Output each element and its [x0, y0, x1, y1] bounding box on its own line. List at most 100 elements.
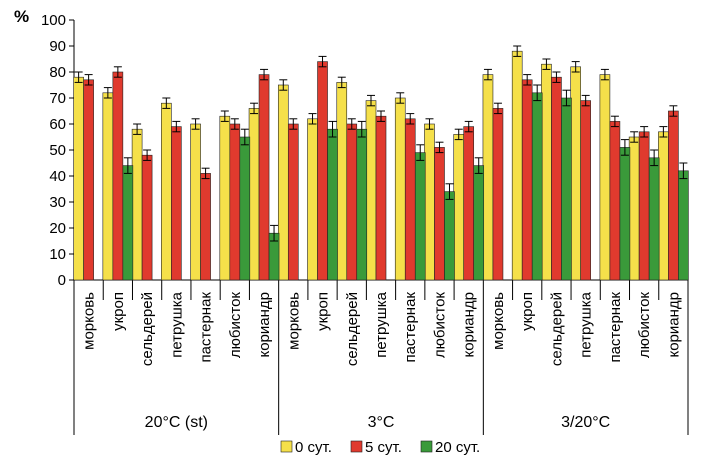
error-bar	[250, 102, 259, 115]
category-label: кориандр	[256, 292, 273, 358]
bar-1-1-6	[219, 115, 231, 281]
bar-3-3-3	[561, 97, 572, 281]
error-bar	[133, 123, 142, 135]
y-tick-label: 0	[58, 272, 66, 289]
legend-swatch	[280, 440, 293, 453]
error-bar	[74, 71, 83, 83]
bar-1-1-7	[248, 108, 260, 281]
bar-3-2-7	[473, 165, 485, 281]
bar-2-3-4	[580, 100, 591, 281]
bar-1-3-3	[541, 63, 552, 281]
category-label: любисток	[227, 292, 244, 359]
error-bar	[377, 110, 385, 122]
group-label: 3°C	[368, 414, 395, 431]
error-bar	[416, 144, 425, 161]
y-tick-label: 40	[49, 168, 66, 185]
bar-3-3-2	[531, 92, 543, 281]
category-label: петрушка	[578, 291, 595, 357]
error-bar	[542, 58, 551, 70]
bar-2-1-7	[258, 74, 270, 281]
legend-label: 0 сут.	[295, 439, 332, 456]
bars	[73, 50, 689, 281]
error-bar	[659, 126, 668, 138]
bar-2-2-3	[346, 123, 358, 281]
error-bar	[230, 118, 239, 130]
bar-3-2-6	[444, 191, 455, 281]
bar-2-2-4	[375, 115, 387, 281]
error-bar	[318, 55, 327, 68]
y-ticks: 0 10 20 30 40 50 60 70 80 90 100	[41, 12, 74, 289]
error-bar	[367, 94, 375, 107]
error-bar	[172, 120, 181, 133]
bar-1-3-6	[628, 136, 640, 281]
category-label: любисток	[431, 292, 448, 359]
category-label: морковь	[490, 292, 507, 350]
bar-1-1-3	[131, 128, 143, 281]
error-bar	[630, 131, 639, 143]
error-bar	[445, 183, 454, 200]
bar-3-1-6	[239, 136, 251, 281]
bar-1-3-5	[599, 74, 611, 281]
bar-2-3-2	[521, 79, 533, 281]
error-bar	[562, 89, 571, 107]
error-bar	[123, 157, 132, 174]
error-bar	[347, 118, 356, 130]
y-tick-label: 60	[49, 116, 66, 133]
bar-1-3-4	[570, 66, 581, 281]
bar-3-3-7	[678, 170, 689, 281]
bar-1-2-5	[394, 97, 406, 281]
bar-1-1-5	[190, 123, 201, 281]
error-bar	[162, 97, 171, 109]
category-label: пастернак	[402, 292, 419, 363]
error-bar	[464, 120, 473, 133]
bar-3-3-5	[619, 147, 631, 281]
bar-3-1-2	[122, 165, 134, 281]
bar-2-2-5	[404, 118, 416, 281]
bar-2-3-3	[551, 76, 562, 281]
bar-2-2-1	[287, 123, 299, 281]
legend-swatch	[350, 440, 363, 453]
error-bar	[191, 118, 200, 130]
error-bar	[610, 115, 619, 128]
error-bar	[571, 61, 580, 73]
y-tick-label: 50	[49, 142, 66, 159]
error-bar	[552, 71, 561, 83]
bar-2-2-6	[434, 147, 445, 281]
bar-1-3-2	[511, 50, 523, 281]
y-tick-label: 20	[49, 220, 66, 237]
error-bar	[113, 66, 122, 78]
category-label: сельдерей	[548, 292, 565, 366]
bar-1-2-2	[307, 118, 318, 281]
error-bar	[328, 120, 337, 138]
bar-3-2-2	[327, 128, 338, 281]
bar-3-2-3	[356, 128, 368, 281]
bar-2-3-5	[609, 121, 621, 281]
error-bars	[74, 45, 688, 242]
error-bar	[600, 68, 609, 81]
error-bar	[474, 157, 483, 174]
bar-1-2-3	[336, 82, 348, 281]
category-label: укроп	[315, 292, 332, 331]
error-bar	[523, 74, 532, 86]
bar-2-3-7	[668, 110, 679, 281]
bar-1-2-6	[424, 123, 435, 281]
bar-1-3-1	[482, 74, 494, 281]
category-label: сельдерей	[344, 292, 361, 366]
error-bar	[260, 68, 269, 81]
category-label: кориандр	[665, 292, 682, 358]
category-labels: морковь укроп сельдерей петрушка пастернак лю…	[81, 291, 683, 366]
bar-2-3-1	[492, 108, 504, 281]
group-labels: 20°C (st) 3°C 3/20°C	[145, 414, 611, 431]
bar-2-1-2	[112, 71, 124, 281]
error-bar	[435, 141, 444, 154]
bar-1-1-4	[161, 102, 172, 281]
legend-item: 5 сут.	[350, 439, 402, 456]
category-label: любисток	[636, 292, 653, 359]
legend-item: 0 сут.	[280, 439, 332, 456]
error-bar	[483, 68, 492, 81]
bar-2-1-1	[83, 79, 94, 281]
error-bar	[279, 79, 288, 91]
category-label: петрушка	[373, 291, 390, 357]
error-bar	[493, 102, 502, 115]
